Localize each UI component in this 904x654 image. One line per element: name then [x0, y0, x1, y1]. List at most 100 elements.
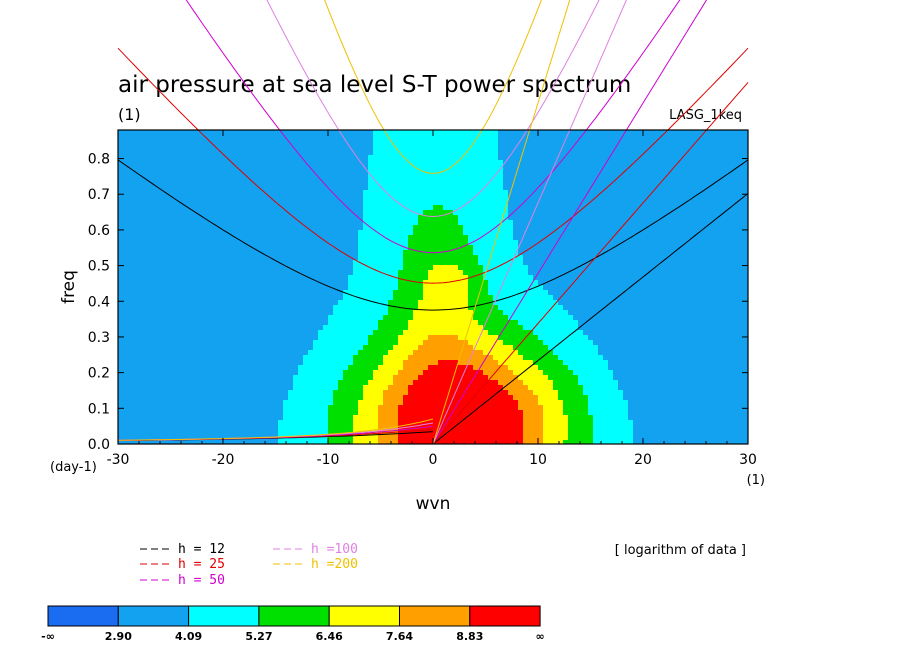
heat-cell [198, 300, 204, 306]
heat-cell [423, 235, 429, 241]
heat-cell [508, 400, 514, 406]
heat-cell [403, 305, 409, 311]
heat-cell [468, 315, 474, 321]
heat-cell [488, 360, 494, 366]
heat-cell [378, 205, 384, 211]
heat-cell [218, 210, 224, 216]
heat-cell [118, 160, 124, 166]
heat-cell [383, 380, 389, 386]
heat-cell [288, 215, 294, 221]
heat-cell [463, 300, 469, 306]
heat-cell [128, 385, 134, 391]
heat-cell [283, 240, 289, 246]
heat-cell [323, 130, 329, 136]
heat-cell [328, 230, 334, 236]
heat-cell [143, 440, 149, 444]
heat-cell [138, 305, 144, 311]
heat-cell [273, 310, 279, 316]
heat-cell [343, 425, 349, 431]
heat-cell [223, 215, 229, 221]
heat-cell [458, 355, 464, 361]
heat-cell [378, 310, 384, 316]
heat-cell [428, 215, 434, 221]
heat-cell [508, 395, 514, 401]
heat-cell [453, 345, 459, 351]
heat-cell [413, 180, 419, 186]
heat-cell [208, 315, 214, 321]
heat-cell [373, 440, 379, 444]
heat-cell [333, 390, 339, 396]
heat-cell [278, 365, 284, 371]
heat-cell [173, 130, 179, 136]
heat-cell [243, 345, 249, 351]
heat-cell [238, 160, 244, 166]
heat-cell [163, 315, 169, 321]
heat-cell [238, 165, 244, 171]
heat-cell [143, 245, 149, 251]
heat-cell [198, 305, 204, 311]
heat-cell [323, 380, 329, 386]
heat-cell [128, 340, 134, 346]
heat-cell [483, 375, 489, 381]
heat-cell [183, 300, 189, 306]
heat-cell [333, 305, 339, 311]
heat-cell [468, 140, 474, 146]
heat-cell [218, 295, 224, 301]
heat-cell [383, 255, 389, 261]
heat-cell [493, 370, 499, 376]
heat-cell [138, 410, 144, 416]
heat-cell [343, 400, 349, 406]
heat-cell [313, 225, 319, 231]
heat-cell [503, 265, 509, 271]
heat-cell [328, 155, 334, 161]
heat-cell [478, 340, 484, 346]
heat-cell [258, 165, 264, 171]
heat-cell [293, 245, 299, 251]
heat-cell [263, 400, 269, 406]
heat-cell [273, 135, 279, 141]
heat-cell [203, 420, 209, 426]
heat-cell [403, 410, 409, 416]
heat-cell [358, 315, 364, 321]
heat-cell [508, 255, 514, 261]
heat-cell [288, 230, 294, 236]
heat-cell [313, 235, 319, 241]
heat-cell [273, 195, 279, 201]
heat-cell [498, 280, 504, 286]
heat-cell [473, 220, 479, 226]
heat-cell [298, 330, 304, 336]
heat-cell [473, 380, 479, 386]
heat-cell [363, 270, 369, 276]
heat-cell [433, 130, 439, 136]
heat-cell [433, 245, 439, 251]
heat-cell [393, 180, 399, 186]
heat-cell [243, 145, 249, 151]
heat-cell [328, 270, 334, 276]
heat-cell [323, 400, 329, 406]
heat-cell [318, 350, 324, 356]
heat-cell [413, 305, 419, 311]
heat-cell [318, 405, 324, 411]
heat-cell [163, 295, 169, 301]
heat-cell [283, 250, 289, 256]
heat-cell [173, 370, 179, 376]
heat-cell [133, 350, 139, 356]
heat-cell [363, 370, 369, 376]
heat-cell [418, 295, 424, 301]
heat-cell [348, 435, 354, 441]
heat-cell [218, 140, 224, 146]
heat-cell [183, 240, 189, 246]
heat-cell [383, 145, 389, 151]
heat-cell [283, 140, 289, 146]
heat-cell [298, 360, 304, 366]
heat-cell [188, 180, 194, 186]
heat-cell [278, 370, 284, 376]
heat-cell [443, 395, 449, 401]
heat-cell [498, 380, 504, 386]
heat-cell [313, 135, 319, 141]
heat-cell [453, 300, 459, 306]
heat-cell [398, 270, 404, 276]
heat-cell [298, 210, 304, 216]
heat-cell [388, 295, 394, 301]
heat-cell [328, 410, 334, 416]
